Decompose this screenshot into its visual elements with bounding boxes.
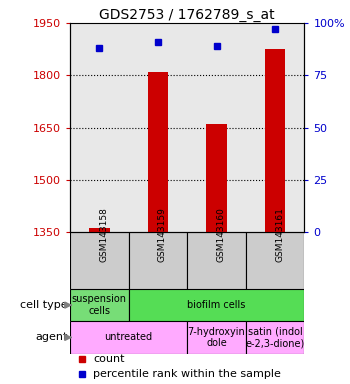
Bar [246,321,304,354]
Bar [70,321,187,354]
Text: 7-hydroxyin
dole: 7-hydroxyin dole [188,327,245,348]
Bar [70,289,129,321]
Text: agent: agent [35,333,68,343]
Bar [148,73,168,232]
Bar [246,232,304,289]
Text: GSM143160: GSM143160 [217,207,225,262]
Title: GDS2753 / 1762789_s_at: GDS2753 / 1762789_s_at [99,8,275,22]
Bar [129,289,304,321]
Text: suspension
cells: suspension cells [72,294,127,316]
Text: GSM143161: GSM143161 [275,207,284,262]
Bar [129,232,187,289]
Bar [89,228,110,232]
Bar [206,124,227,232]
Text: untreated: untreated [105,333,153,343]
Text: satin (indol
e-2,3-dione): satin (indol e-2,3-dione) [246,327,305,348]
Bar [265,49,286,232]
Text: GSM143158: GSM143158 [99,207,108,262]
Text: count: count [93,354,125,364]
Bar [70,232,129,289]
Bar [187,321,246,354]
Text: percentile rank within the sample: percentile rank within the sample [93,369,281,379]
Text: cell type: cell type [20,300,68,310]
Text: biofilm cells: biofilm cells [187,300,246,310]
Text: GSM143159: GSM143159 [158,207,167,262]
Bar [187,232,246,289]
